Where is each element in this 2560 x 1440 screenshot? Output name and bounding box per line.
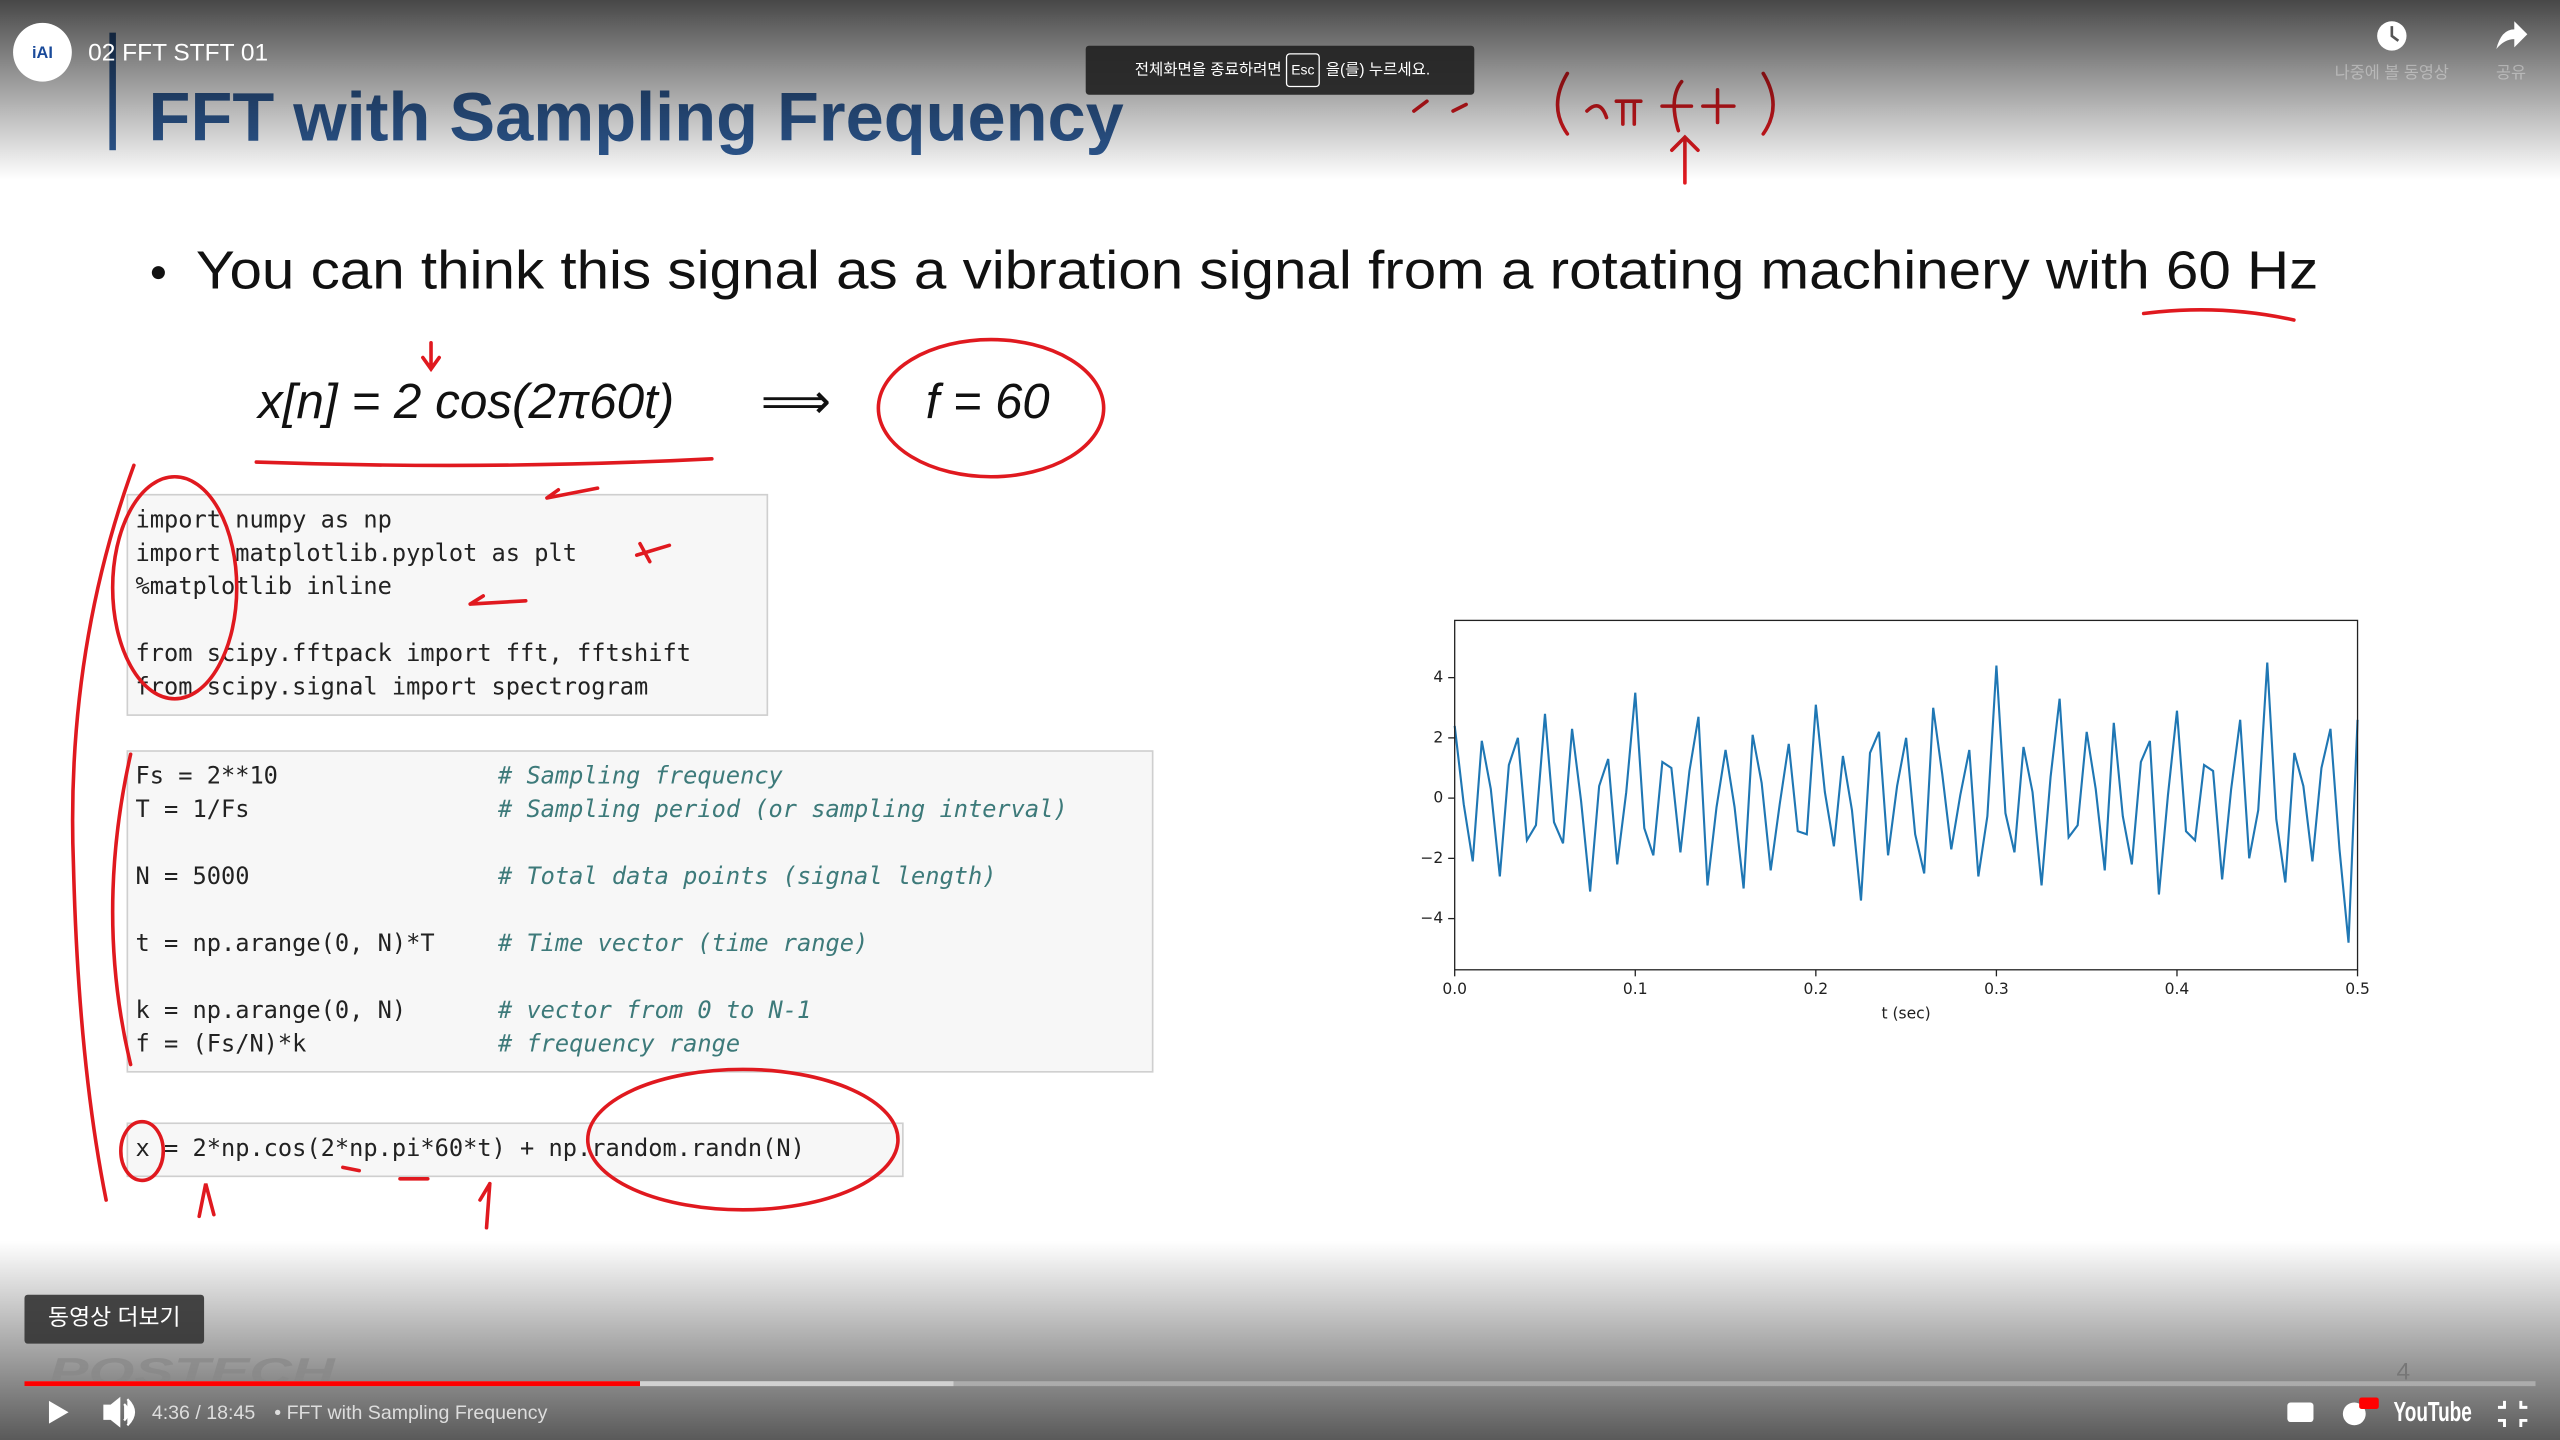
fullscreen-button[interactable]	[2497, 1400, 2528, 1427]
code-cells: import numpy as np import matplotlib.pypl…	[126, 493, 1154, 1178]
watch-later-label[interactable]: 나중에 볼 동영상	[2335, 64, 2449, 82]
code-line: T = 1/Fs	[136, 795, 250, 823]
annotation	[254, 456, 714, 468]
volume-button[interactable]	[103, 1396, 136, 1428]
signal-chart: 4 2 0 −2 −4 0.0 0.1 0.2 0.3 0.4 0.5 t (sec)	[1420, 619, 2370, 1022]
video-title[interactable]: 02 FFT STFT 01	[88, 39, 268, 66]
equation-lhs: x[n] = 2 cos(2π60t)	[256, 375, 674, 429]
plot-frame	[1454, 619, 2359, 971]
annotation	[70, 463, 136, 1202]
chapter-title[interactable]: • FFT with Sampling Frequency	[274, 1402, 547, 1424]
channel-icon-text: iAI	[32, 44, 53, 62]
time-display: 4:36 / 18:45	[152, 1402, 256, 1424]
postech-logo: POSTECH	[49, 1351, 336, 1394]
code-comment: # Sampling frequency	[497, 762, 784, 790]
code-cell	[126, 493, 769, 716]
clock-hand	[2390, 26, 2400, 42]
page-number: 4	[2396, 1359, 2410, 1386]
code-cell	[126, 750, 1154, 1073]
code-line: k = np.arange(0, N)	[136, 996, 407, 1024]
share-label[interactable]: 공유	[2496, 64, 2526, 82]
y-tick-label: 0	[1433, 789, 1443, 807]
x-tick-label: 0.0	[1442, 980, 1467, 998]
code-cell	[126, 1122, 904, 1178]
signal-line	[1453, 662, 2359, 943]
subtitles-button[interactable]	[2287, 1402, 2314, 1423]
code-comment: # Time vector (time range)	[497, 929, 868, 957]
equation-rhs: f = 60	[926, 375, 1050, 429]
y-tick-label: −4	[1420, 909, 1443, 927]
key-box	[1285, 53, 1320, 88]
x-tick-label: 0.3	[1984, 980, 2009, 998]
y-tick-label: 4	[1433, 668, 1443, 686]
x-tick-label: 0.1	[1623, 980, 1648, 998]
annotation	[2141, 308, 2296, 322]
x-tick-label: 0.4	[2165, 980, 2190, 998]
code-line: import matplotlib.pyplot as plt	[136, 539, 578, 567]
annotation	[585, 1067, 900, 1212]
equation-arrow: ⟹	[761, 375, 831, 429]
play-button[interactable]	[48, 1400, 69, 1424]
hd-badge	[2359, 1397, 2379, 1409]
annotation	[421, 341, 441, 373]
code-line: Fs = 2**10	[136, 762, 278, 790]
youtube-logo[interactable]: YouTube	[2393, 1396, 2471, 1427]
progress-played	[24, 1381, 640, 1387]
notice-text: 을(를) 누르세요.	[1326, 60, 1431, 78]
code-comment: # Total data points (signal length)	[497, 862, 996, 890]
fullscreen-notice	[1085, 45, 1475, 95]
bullet-dot	[151, 266, 165, 280]
code-line: from scipy.signal import spectrogram	[136, 673, 649, 701]
code-line: f = (Fs/N)*k	[136, 1029, 307, 1057]
channel-icon[interactable]	[13, 22, 72, 82]
code-comment: # Sampling period (or sampling interval)	[497, 795, 1068, 823]
code-comment: # vector from 0 to N-1	[497, 996, 811, 1024]
code-line: t = np.arange(0, N)*T	[136, 929, 435, 957]
annotation	[110, 752, 133, 1067]
code-line: import numpy as np	[136, 505, 392, 533]
x-tick-label: 0.2	[1804, 980, 1829, 998]
more-videos-button[interactable]	[24, 1294, 205, 1344]
code-line: x = 2*np.cos(2*np.pi*60*t) + np.random.r…	[136, 1134, 805, 1162]
annotation	[876, 337, 1106, 479]
annotation	[119, 1119, 166, 1183]
x-tick-label: 0.5	[2345, 980, 2370, 998]
bullet-text: You can think this signal as a vibration…	[196, 241, 2318, 301]
code-comment: # frequency range	[497, 1029, 740, 1057]
bottom-gradient	[0, 1240, 2560, 1440]
more-videos-label: 동영상 더보기	[48, 1304, 180, 1330]
progress-track[interactable]	[24, 1381, 2536, 1387]
annotation	[197, 486, 672, 1230]
red-annotations	[70, 71, 2296, 1230]
y-tick-label: 2	[1433, 728, 1443, 746]
share-icon[interactable]	[2496, 21, 2528, 49]
y-tick-label: −2	[1420, 849, 1443, 867]
key-text: Esc	[1291, 62, 1314, 78]
code-line: %matplotlib inline	[136, 572, 392, 600]
x-axis-label: t (sec)	[1882, 1004, 1931, 1022]
notice-text: 전체화면을 종료하려면	[1135, 60, 1282, 78]
code-line: N = 5000	[136, 862, 250, 890]
annotation	[110, 474, 239, 701]
